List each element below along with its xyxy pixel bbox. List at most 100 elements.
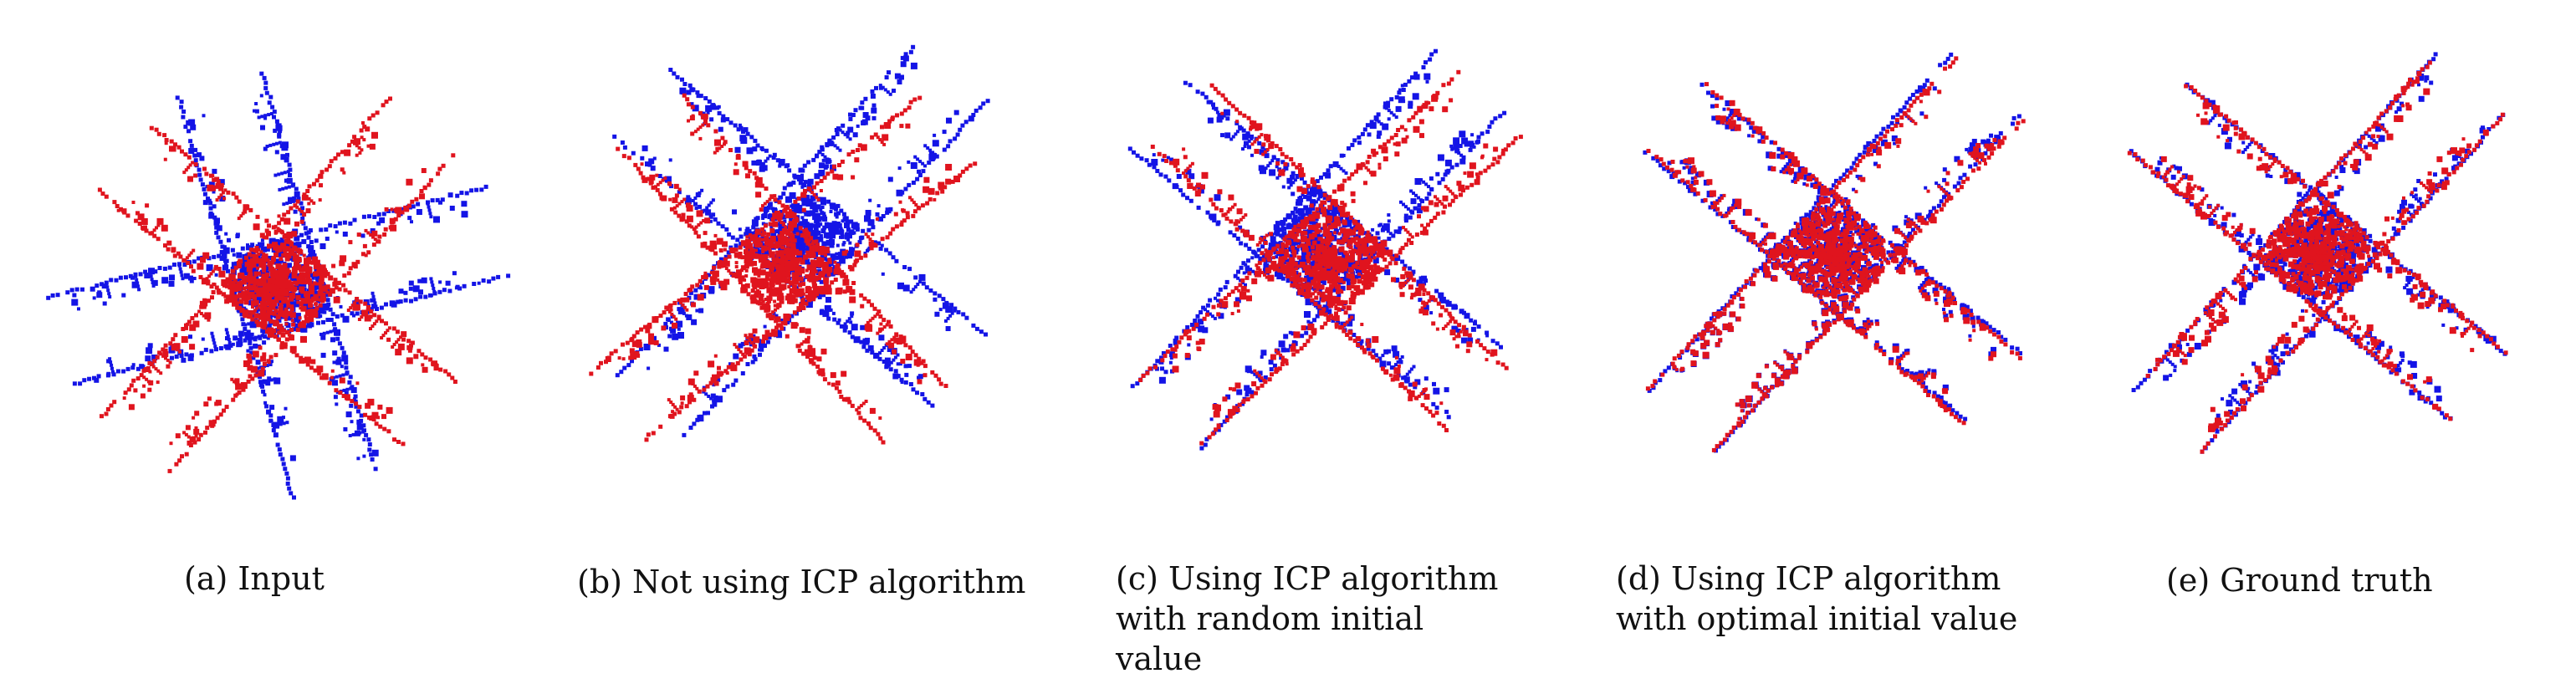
point: [759, 164, 764, 168]
point: [224, 232, 228, 236]
point: [818, 151, 822, 155]
point: [810, 274, 815, 279]
point: [281, 253, 285, 257]
point: [780, 239, 787, 246]
point: [823, 155, 827, 159]
point: [805, 301, 813, 309]
point: [285, 476, 290, 481]
point: [699, 286, 703, 290]
point: [261, 242, 264, 246]
point: [377, 234, 382, 239]
point: [273, 309, 279, 314]
point: [1417, 203, 1422, 207]
point: [432, 287, 436, 290]
point: [1470, 133, 1475, 137]
point: [264, 235, 269, 240]
point: [710, 278, 717, 285]
point: [866, 299, 871, 304]
point: [1403, 263, 1408, 268]
point: [785, 231, 791, 236]
point: [1198, 319, 1204, 325]
point: [864, 215, 871, 222]
point: [745, 235, 749, 239]
point: [846, 253, 853, 259]
point: [1403, 217, 1408, 221]
point: [351, 432, 355, 436]
point: [820, 211, 825, 216]
point: [836, 263, 841, 268]
point: [790, 258, 795, 263]
point: [294, 191, 300, 197]
point: [795, 239, 800, 245]
point: [399, 335, 402, 339]
point: [743, 127, 749, 133]
point: [682, 432, 687, 437]
point: [282, 342, 286, 347]
point: [824, 253, 828, 258]
point: [713, 275, 718, 279]
point: [333, 278, 338, 283]
point: [209, 349, 214, 354]
point: [285, 315, 291, 321]
point: [744, 265, 749, 269]
point: [182, 263, 187, 267]
point: [71, 299, 79, 306]
point: [253, 299, 259, 305]
point: [274, 119, 279, 124]
point: [288, 167, 293, 172]
point: [702, 387, 707, 392]
point: [128, 404, 135, 411]
point: [742, 161, 749, 167]
point: [834, 227, 840, 233]
point: [677, 213, 682, 218]
point: [163, 157, 167, 161]
point: [771, 310, 775, 314]
point: [823, 262, 829, 267]
point: [264, 228, 269, 233]
point: [882, 325, 887, 329]
point: [224, 328, 228, 332]
point: [398, 288, 404, 294]
point: [1269, 367, 1274, 372]
point: [769, 252, 775, 258]
point: [350, 420, 354, 424]
point: [680, 77, 684, 82]
point: [287, 162, 292, 167]
point: [246, 349, 250, 353]
point: [918, 273, 926, 281]
point: [261, 263, 267, 269]
point: [810, 290, 817, 297]
point: [302, 253, 306, 258]
point: [759, 302, 763, 306]
point: [726, 250, 731, 255]
point: [192, 439, 196, 443]
point: [1234, 297, 1241, 304]
point: [795, 323, 799, 327]
point: [332, 322, 337, 327]
point: [161, 354, 166, 358]
point: [206, 279, 211, 284]
point: [686, 205, 693, 212]
point: [799, 303, 804, 309]
point: [410, 199, 415, 204]
point: [283, 467, 288, 472]
point: [208, 206, 213, 211]
point: [764, 250, 770, 256]
point: [736, 269, 742, 276]
point: [733, 123, 738, 128]
point: [830, 267, 836, 273]
point: [835, 288, 842, 295]
point: [246, 243, 249, 247]
point: [828, 222, 833, 227]
point: [299, 357, 305, 364]
point: [267, 327, 274, 334]
point: [257, 299, 262, 304]
point: [287, 486, 292, 491]
point: [364, 310, 368, 314]
point: [371, 113, 376, 118]
point: [757, 159, 762, 164]
point: [703, 271, 708, 275]
point: [226, 190, 231, 195]
point: [795, 228, 800, 233]
point: [283, 251, 287, 255]
